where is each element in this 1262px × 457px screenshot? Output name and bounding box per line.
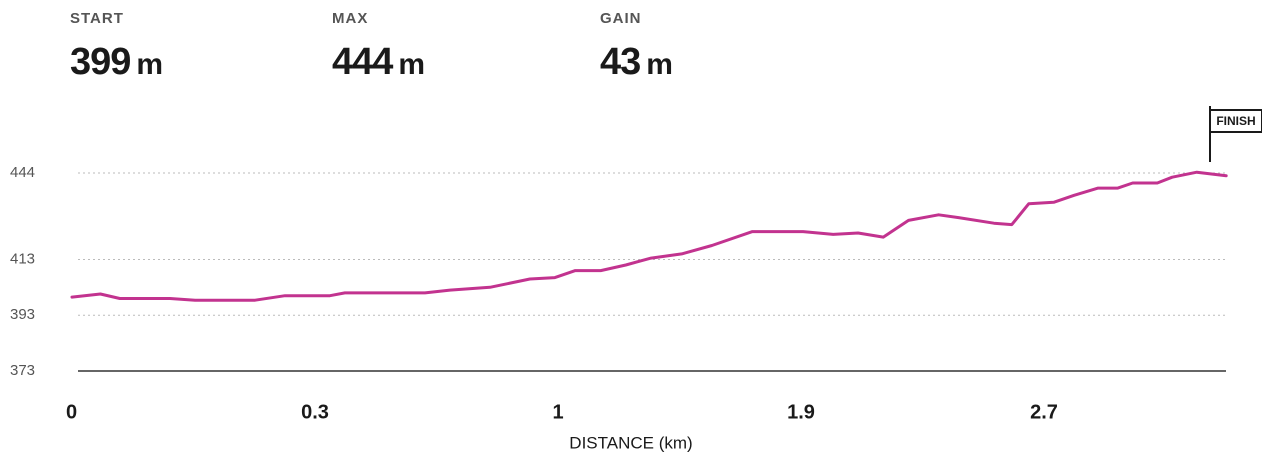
stat-unit: m bbox=[136, 48, 163, 81]
stat-value: 399 m bbox=[70, 41, 163, 84]
x-tick-label: 0.3 bbox=[301, 401, 329, 423]
x-tick-label: 1 bbox=[552, 401, 563, 423]
stat-label: MAX bbox=[332, 10, 369, 27]
stat: START 399 m bbox=[70, 10, 163, 84]
x-tick-label: 2.7 bbox=[1030, 401, 1058, 423]
x-tick-label: 1.9 bbox=[787, 401, 815, 423]
stat: GAIN 43 m bbox=[600, 10, 673, 84]
y-tick-label: 373 bbox=[10, 362, 35, 379]
y-tick-label: 413 bbox=[10, 250, 35, 267]
finish-label: FINISH bbox=[1216, 114, 1255, 128]
stat-value: 43 m bbox=[600, 41, 673, 84]
flag bbox=[1209, 109, 1262, 133]
stat-number: 43 bbox=[600, 41, 641, 83]
stat-number: 399 bbox=[70, 41, 131, 83]
stat: MAX 444 m bbox=[332, 10, 425, 84]
stat-label: START bbox=[70, 10, 124, 27]
stat-unit: m bbox=[398, 48, 425, 81]
stat-unit: m bbox=[646, 48, 673, 81]
stat-label: GAIN bbox=[600, 10, 642, 27]
stat-number: 444 bbox=[332, 41, 393, 83]
y-tick-label: 444 bbox=[10, 164, 35, 181]
x-tick-label: 0 bbox=[66, 401, 77, 423]
y-tick-label: 393 bbox=[10, 306, 35, 323]
stat-value: 444 m bbox=[332, 41, 425, 84]
x-axis-label: DISTANCE (km) bbox=[569, 433, 692, 452]
elevation-line bbox=[70, 170, 1228, 302]
